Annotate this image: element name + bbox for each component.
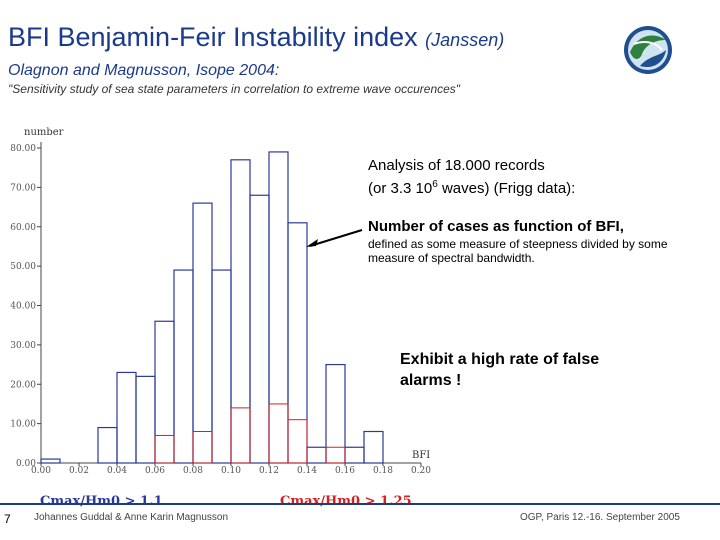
histogram-bar-cmax-1-1 bbox=[325, 363, 346, 464]
false-alarm-line1: Exhibit a high rate of false bbox=[400, 351, 600, 368]
histogram-bar-cmax-1-1 bbox=[97, 426, 118, 464]
histogram-bar-cmax-1-1 bbox=[173, 269, 194, 464]
histogram-bar-cmax-1-1 bbox=[249, 194, 270, 464]
y-axis-label: number bbox=[24, 127, 64, 138]
false-alarm-line2: alarms ! bbox=[400, 372, 462, 389]
x-tick-label: 0.20 bbox=[411, 466, 431, 476]
legend-entry-2: Cmax/Hm0 > 1.25 bbox=[280, 494, 412, 509]
histogram-bar-cmax-1-1 bbox=[268, 151, 289, 464]
histogram-bar-cmax-1-25 bbox=[287, 419, 308, 464]
x-tick-label: 0.10 bbox=[221, 466, 241, 476]
histogram-bar-cmax-1-25 bbox=[325, 446, 346, 464]
slide-title: BFI Benjamin-Feir Instability index (Jan… bbox=[8, 22, 504, 53]
histogram-bar-cmax-1-1 bbox=[135, 375, 156, 464]
slide-title-text: BFI Benjamin-Feir Instability index bbox=[8, 22, 418, 52]
histogram-bar-cmax-1-25 bbox=[268, 403, 289, 464]
y-tick-label: 10.00 bbox=[10, 420, 36, 430]
analysis-note-exponent: 6 bbox=[432, 179, 438, 190]
x-tick-label: 0.00 bbox=[31, 466, 51, 476]
histogram-bar-cmax-1-1 bbox=[363, 430, 384, 464]
x-tick-label: 0.08 bbox=[183, 466, 203, 476]
cases-note: Number of cases as function of BFI, defi… bbox=[368, 218, 698, 265]
paper-quote: "Sensitivity study of sea state paramete… bbox=[8, 82, 461, 96]
slide-subtitle: Olagnon and Magnusson, Isope 2004: bbox=[8, 62, 280, 79]
histogram-bar-cmax-1-1 bbox=[287, 222, 308, 464]
page-number: 7 bbox=[4, 512, 11, 526]
histogram-bar-cmax-1-25 bbox=[154, 434, 175, 464]
x-tick-label: 0.18 bbox=[373, 466, 393, 476]
x-tick-label: 0.12 bbox=[259, 466, 279, 476]
y-tick-label: 0.00 bbox=[16, 459, 36, 469]
footer-event: OGP, Paris 12.-16. September 2005 bbox=[520, 512, 680, 523]
x-tick-label: 0.14 bbox=[297, 466, 317, 476]
y-tick-label: 80.00 bbox=[10, 144, 36, 154]
x-tick-label: 0.02 bbox=[69, 466, 89, 476]
histogram-bar-cmax-1-1 bbox=[306, 446, 327, 464]
y-tick-label: 70.00 bbox=[10, 183, 36, 193]
y-tick-label: 20.00 bbox=[10, 380, 36, 390]
histogram-bar-cmax-1-1 bbox=[192, 202, 213, 464]
x-axis-label: BFI bbox=[412, 450, 430, 461]
analysis-note-line2-post: waves) (Frigg data): bbox=[437, 180, 576, 197]
legend-entry-1: Cmax/Hm0 > 1.1 bbox=[40, 494, 163, 509]
histogram-bar-cmax-1-25 bbox=[192, 431, 213, 464]
histogram-bar-cmax-1-1 bbox=[230, 159, 251, 464]
histogram-bar-cmax-1-1 bbox=[40, 458, 61, 464]
bfi-histogram: 0.00 10.00 20.00 30.00 40.00 50.00 60.00 70.00 8… bbox=[10, 127, 431, 509]
histogram-bar-cmax-1-1 bbox=[344, 446, 365, 464]
false-alarm-note: Exhibit a high rate of false alarms ! bbox=[400, 349, 640, 391]
analysis-note-line1: Analysis of 18.000 records bbox=[368, 157, 545, 174]
slide-title-suffix: (Janssen) bbox=[425, 30, 505, 50]
analysis-note-line2-pre: (or 3.3 10 bbox=[368, 180, 433, 197]
annotation-arrow bbox=[309, 229, 363, 247]
globe-logo-icon bbox=[624, 26, 672, 74]
y-tick-label: 40.00 bbox=[10, 302, 36, 312]
cases-note-detail: defined as some measure of steepness div… bbox=[368, 237, 668, 265]
x-tick-label: 0.06 bbox=[145, 466, 165, 476]
y-tick-label: 50.00 bbox=[10, 262, 36, 272]
footer-divider bbox=[0, 503, 720, 505]
y-tick-label: 60.00 bbox=[10, 223, 36, 233]
analysis-note-line2: (or 3.3 106 waves) (Frigg data): bbox=[368, 175, 575, 198]
histogram-bar-cmax-1-25 bbox=[230, 407, 251, 464]
footer-authors: Johannes Guddal & Anne Karin Magnusson bbox=[34, 512, 229, 523]
histogram-bar-cmax-1-1 bbox=[211, 269, 232, 464]
cases-note-heading: Number of cases as function of BFI, bbox=[368, 218, 624, 235]
histogram-bar-cmax-1-1 bbox=[116, 371, 137, 464]
x-tick-label: 0.16 bbox=[335, 466, 355, 476]
annotation-arrow-head bbox=[306, 239, 318, 247]
analysis-note: Analysis of 18.000 records (or 3.3 106 w… bbox=[368, 156, 575, 198]
x-tick-label: 0.04 bbox=[107, 466, 127, 476]
y-tick-label: 30.00 bbox=[10, 341, 36, 351]
histogram-bar-cmax-1-1 bbox=[154, 320, 175, 464]
